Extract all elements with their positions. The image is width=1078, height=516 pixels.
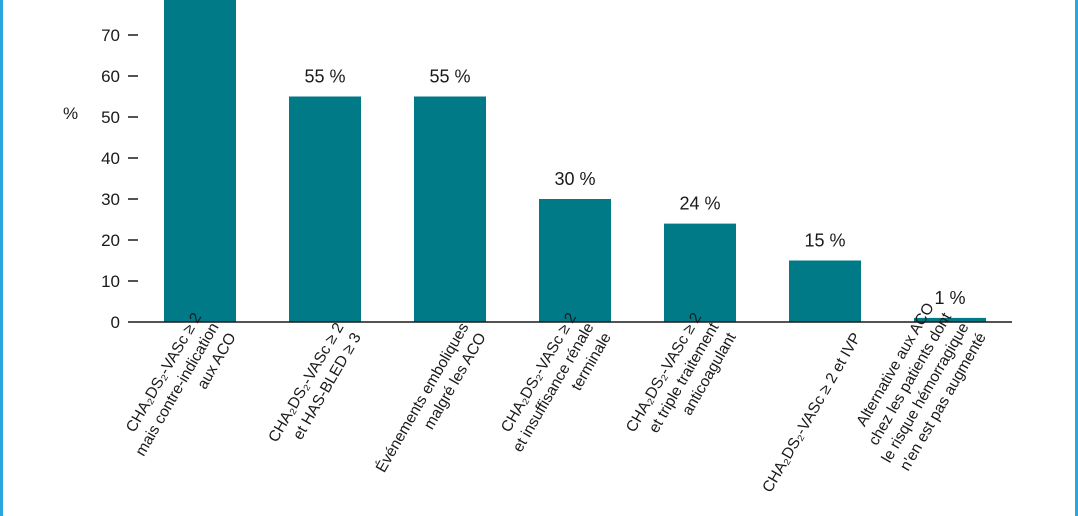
bar xyxy=(164,0,236,322)
category-label-line: CHA₂DS₂-VASc ≥ 2 et IVP xyxy=(759,330,864,496)
bar xyxy=(289,96,361,322)
y-tick-label: 70 xyxy=(101,26,120,45)
y-tick-label: 60 xyxy=(101,67,120,86)
data-label: 55 % xyxy=(304,67,345,87)
category-label: CHA₂DS₂-VASc ≥ 2et triple traitementanti… xyxy=(623,310,740,436)
bars xyxy=(164,0,986,322)
data-label: 24 % xyxy=(679,194,720,214)
category-label: CHA₂DS₂-VASc ≥ 2et insuffisance rénalete… xyxy=(498,310,615,455)
category-label-line: Événements emboliques xyxy=(373,320,473,476)
bar xyxy=(789,260,861,322)
y-tick-label: 10 xyxy=(101,272,120,291)
data-label: 55 % xyxy=(429,67,470,87)
data-labels: 55 % 55 % 30 % 24 % 15 % 1 % xyxy=(304,67,965,308)
bar xyxy=(664,223,736,322)
y-axis-label: % xyxy=(63,104,78,123)
bar xyxy=(914,317,986,322)
y-tick-label: 40 xyxy=(101,149,120,168)
y-tick-label: 50 xyxy=(101,108,120,127)
y-axis: 0 10 20 30 40 50 60 70 xyxy=(101,26,138,332)
y-tick-label: 20 xyxy=(101,231,120,250)
data-label: 30 % xyxy=(554,169,595,189)
y-tick-label: 0 xyxy=(111,313,120,332)
y-tick-label: 30 xyxy=(101,190,120,209)
bar xyxy=(414,96,486,322)
category-label: CHA₂DS₂-VASc ≥ 2 et IVP xyxy=(759,330,864,496)
category-label: CHA₂DS₂-VASc ≥ 2et HAS-BLED ≥ 3 xyxy=(265,320,364,445)
data-label: 15 % xyxy=(804,231,845,251)
data-label: 1 % xyxy=(934,288,965,308)
bar xyxy=(539,199,611,322)
